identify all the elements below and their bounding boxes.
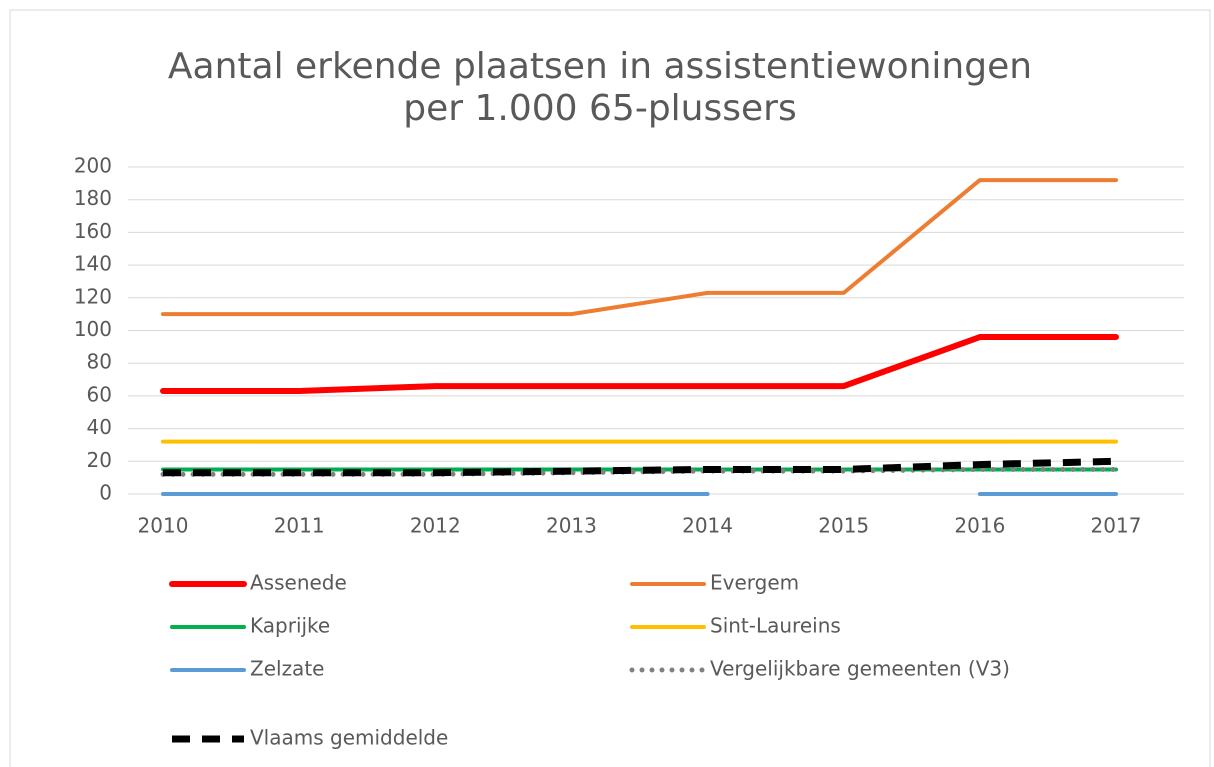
series-line <box>163 457 1117 477</box>
legend-label: Assenede <box>250 571 347 595</box>
chart-title: Aantal erkende plaatsen in assistentiewo… <box>168 46 1032 87</box>
x-tick-label: 2010 <box>138 514 189 538</box>
y-tick-label: 120 <box>74 284 112 308</box>
y-tick-label: 40 <box>87 415 112 439</box>
x-tick-label: 2016 <box>954 514 1005 538</box>
legend-label: Kaprijke <box>250 614 330 638</box>
x-tick-label: 2014 <box>682 514 733 538</box>
y-tick-label: 0 <box>99 481 112 505</box>
y-tick-label: 160 <box>74 219 112 243</box>
legend-label: Zelzate <box>250 657 324 681</box>
y-tick-label: 200 <box>74 154 112 178</box>
legend-label: Evergem <box>710 571 799 595</box>
x-tick-label: 2011 <box>274 514 325 538</box>
y-tick-label: 80 <box>87 350 112 374</box>
x-tick-label: 2013 <box>546 514 597 538</box>
y-tick-label: 100 <box>74 317 112 341</box>
legend-label: Sint-Laureins <box>710 614 841 638</box>
x-tick-label: 2015 <box>818 514 869 538</box>
x-tick-label: 2017 <box>1091 514 1142 538</box>
y-tick-label: 180 <box>74 186 112 210</box>
y-tick-label: 60 <box>87 382 112 406</box>
y-tick-label: 20 <box>87 448 112 472</box>
y-tick-label: 140 <box>74 252 112 276</box>
x-tick-label: 2012 <box>410 514 461 538</box>
legend-label: Vlaams gemiddelde <box>250 726 448 750</box>
legend-label: Vergelijkbare gemeenten (V3) <box>710 657 1010 681</box>
chart-title: per 1.000 65-plussers <box>403 88 796 129</box>
series-line <box>161 178 1118 317</box>
series-line <box>160 334 1119 394</box>
